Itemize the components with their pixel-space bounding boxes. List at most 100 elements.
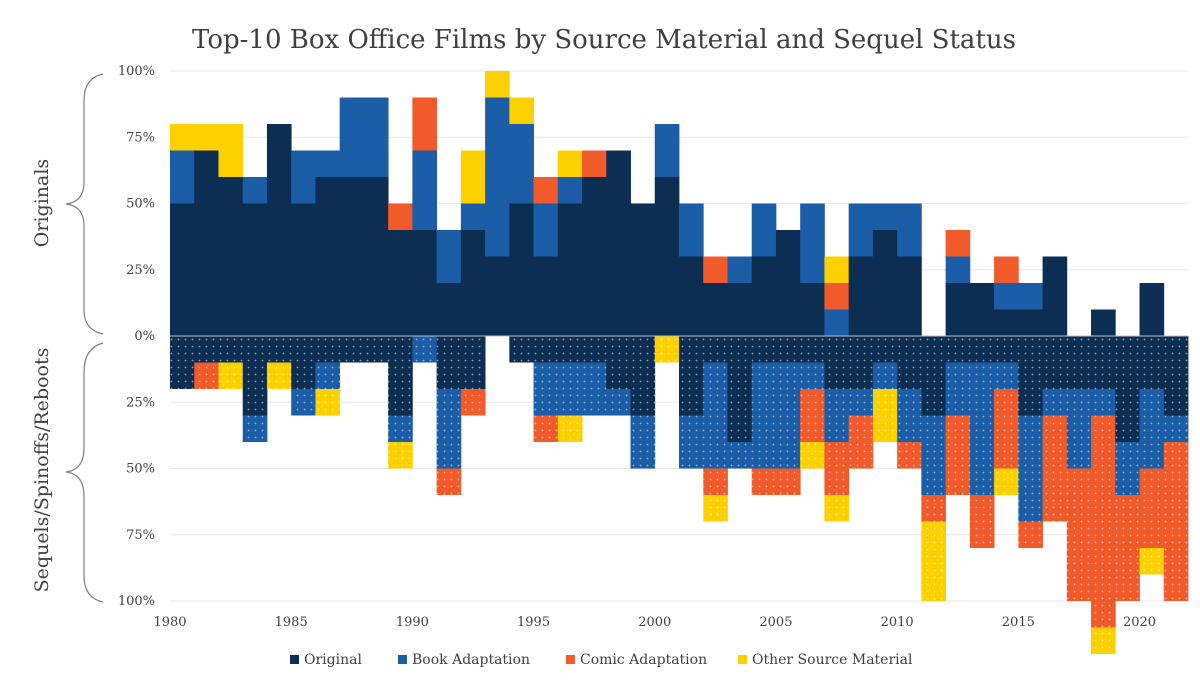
- bar-original-original-2015: [1018, 309, 1043, 336]
- originals-brace: [65, 73, 104, 335]
- bar-sequel-dots-comic-2018: [1091, 415, 1116, 628]
- x-tick-label: 2000: [638, 615, 671, 630]
- bar-sequel-dots-other-2007: [824, 495, 850, 522]
- bar-sequel-dots-other-2020: [1139, 548, 1165, 575]
- bar-sequel-dots-other-2014: [994, 468, 1019, 495]
- bar-sequel-dots-comic-2007: [824, 442, 850, 495]
- bar-original-comic-2014: [994, 256, 1019, 283]
- bar-original-book-2012: [945, 256, 971, 283]
- bar-sequel-dots-original-1985: [291, 336, 316, 389]
- bar-original-book-1995: [533, 203, 559, 257]
- bar-sequel-dots-book-2019: [1115, 442, 1140, 495]
- bar-sequel-dots-original-2006: [800, 336, 825, 363]
- legend-swatch-original: [290, 655, 299, 664]
- bar-sequel-dots-original-1998: [606, 336, 631, 389]
- bar-sequel-dots-book-2009: [872, 362, 898, 389]
- bar-original-book-1983: [242, 177, 268, 204]
- bar-original-original-2016: [1042, 256, 1068, 336]
- bar-sequel-dots-other-1982: [218, 362, 244, 389]
- bar-sequel-dots-comic-2013: [969, 495, 995, 548]
- bar-sequel-dots-other-2006: [800, 442, 825, 469]
- bar-sequel-dots-book-1985: [291, 389, 316, 416]
- bar-original-comic-2002: [703, 256, 728, 283]
- bar-sequel-dots-original-1989: [388, 336, 413, 416]
- bar-sequel-dots-other-1984: [266, 362, 292, 389]
- legend-swatch-other: [738, 655, 747, 664]
- bar-sequel-dots-book-2017: [1066, 389, 1092, 469]
- bar-sequel-dots-book-1996: [557, 362, 583, 416]
- bar-original-comic-2012: [945, 230, 971, 257]
- bar-sequel-dots-original-2010: [897, 336, 922, 389]
- bar-sequel-dots-original-2011: [921, 336, 947, 416]
- bar-original-original-2006: [800, 283, 825, 336]
- bar-original-book-2015: [1018, 283, 1043, 310]
- y-tick-label: 100%: [118, 64, 155, 79]
- x-tick-labels: 1980 1985 1990 1995 2000 2005 2010 2015 2020: [153, 615, 1156, 630]
- bar-sequel-dots-original-1981: [194, 336, 219, 363]
- bar-sequel-dots-other-1989: [388, 442, 413, 469]
- bar-sequel-dots-comic-1995: [533, 415, 559, 442]
- bar-sequel-dots-book-1991: [436, 389, 462, 469]
- bar-sequel-dots-original-1982: [218, 336, 244, 363]
- bar-sequel-dots-original-2003: [727, 336, 753, 442]
- legend: Original Book Adaptation Comic Adaptation O…: [290, 652, 913, 668]
- bar-original-original-1983: [242, 203, 268, 336]
- bar-original-original-2010: [897, 256, 922, 336]
- bar-sequel-dots-book-1997: [582, 362, 607, 416]
- bar-sequel-dots-original-1988: [363, 336, 389, 363]
- bar-sequel-dots-original-2017: [1066, 336, 1092, 389]
- bar-sequel-dots-comic-2005: [775, 468, 801, 495]
- bar-original-book-2006: [800, 203, 825, 283]
- bar-original-original-2013: [969, 283, 995, 336]
- bar-sequel-dots-original-1986: [315, 336, 341, 363]
- bar-original-original-1998: [606, 150, 631, 336]
- bar-original-original-1981: [194, 150, 219, 336]
- bar-original-original-1999: [630, 203, 656, 336]
- y-tick-label: 50%: [126, 462, 155, 477]
- x-tick-label: 2015: [1002, 615, 1035, 630]
- bar-sequel-dots-other-2009: [872, 389, 898, 442]
- bar-sequel-dots-original-1997: [582, 336, 607, 363]
- bar-original-book-2010: [897, 203, 922, 257]
- bar-sequel-dots-comic-2021: [1163, 442, 1189, 601]
- bar-sequel-dots-original-2004: [751, 336, 777, 363]
- bar-original-book-1980: [170, 150, 195, 204]
- bar-sequel-dots-comic-1992: [460, 389, 486, 416]
- bar-original-original-2005: [775, 230, 801, 336]
- bar-sequel-dots-book-1999: [630, 415, 656, 469]
- bar-sequel-dots-book-1983: [242, 415, 268, 442]
- sequels-label: Sequels/Spinoffs/Reboots: [31, 348, 53, 593]
- originals-label: Originals: [31, 159, 53, 247]
- bar-sequel-dots-book-1998: [606, 389, 631, 416]
- bar-original-book-1996: [557, 177, 583, 204]
- bar-original-original-2004: [751, 256, 777, 336]
- bar-sequel-dots-original-1999: [630, 336, 656, 416]
- bar-original-original-2009: [872, 230, 898, 336]
- bar-sequel-dots-book-2018: [1091, 389, 1116, 416]
- x-tick-label: 1980: [153, 615, 186, 630]
- bar-original-original-2014: [994, 309, 1019, 336]
- bar-sequel-dots-original-1980: [170, 336, 195, 389]
- bar-original-original-1985: [291, 203, 316, 336]
- bar-original-original-1992: [460, 230, 486, 336]
- bar-original-comic-1997: [582, 150, 607, 177]
- bar-sequel-dots-book-2011: [921, 415, 947, 495]
- bar-sequel-dots-original-1995: [533, 336, 559, 363]
- bar-original-original-1984: [266, 124, 292, 336]
- legend-label-original: Original: [304, 652, 362, 668]
- bar-sequel-dots-original-1994: [509, 336, 534, 363]
- bar-sequel-dots-book-2002: [703, 362, 728, 469]
- bar-sequel-dots-book-2006: [800, 362, 825, 389]
- bar-sequel-dots-original-1984: [266, 336, 292, 363]
- legend-label-book: Book Adaptation: [412, 652, 530, 668]
- bar-sequel-dots-comic-2008: [848, 415, 874, 469]
- bar-sequel-dots-book-1990: [412, 336, 438, 363]
- bar-sequel-dots-book-2014: [994, 362, 1019, 389]
- bar-sequel-dots-book-2013: [969, 362, 995, 495]
- bar-original-original-1997: [582, 177, 607, 336]
- bar-original-original-2000: [654, 177, 680, 336]
- bar-sequel-dots-comic-2019: [1115, 495, 1140, 601]
- bar-sequel-dots-comic-2017: [1066, 468, 1092, 601]
- bar-original-original-2001: [679, 256, 704, 336]
- bar-original-original-1987: [339, 177, 365, 336]
